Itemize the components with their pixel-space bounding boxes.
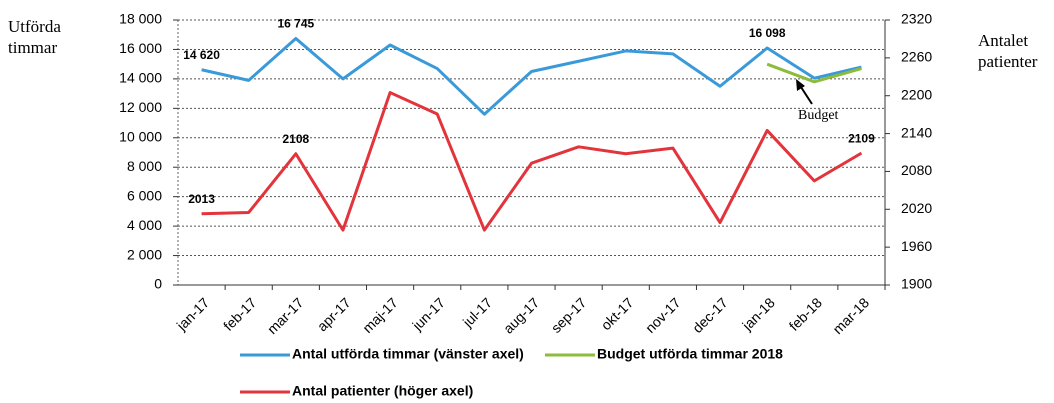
x-tick-label: mar-17 <box>264 294 307 337</box>
x-tick-label: feb-17 <box>220 294 260 334</box>
annotation: Budget <box>798 108 839 123</box>
y2-tick-label: 2020 <box>901 200 932 216</box>
x-tick-label: sep-17 <box>548 294 590 336</box>
data-label: 14 620 <box>183 48 220 62</box>
x-tick-label: apr-17 <box>314 294 354 334</box>
y-tick-label: 18 000 <box>119 11 162 27</box>
x-tick-label: aug-17 <box>500 294 542 336</box>
data-label: 2109 <box>848 131 875 145</box>
y-tick-label: 4 000 <box>127 217 162 233</box>
y-tick-label: 10 000 <box>119 128 162 144</box>
y2-tick-label: 2200 <box>901 86 932 102</box>
data-label: 16 098 <box>749 26 786 40</box>
y2-tick-label: 2080 <box>901 162 932 178</box>
x-tick-label: okt-17 <box>598 294 637 333</box>
y-tick-label: 8 000 <box>127 158 162 174</box>
annotation-arrowhead <box>796 79 805 91</box>
data-label: 16 745 <box>277 17 314 31</box>
legend-label: Budget utförda timmar 2018 <box>597 346 783 362</box>
y2-tick-label: 1960 <box>901 238 932 254</box>
y2-tick-label: 2260 <box>901 49 932 65</box>
y-axis-title: Utförda timmar <box>8 17 61 57</box>
y-tick-label: 16 000 <box>119 40 162 56</box>
y2-tick-label: 2140 <box>901 124 932 140</box>
x-tick-label: jun-17 <box>408 294 448 334</box>
legend-label: Antal utförda timmar (vänster axel) <box>292 346 524 362</box>
series-line <box>766 62 862 84</box>
y-tick-label: 12 000 <box>119 99 162 115</box>
y2-tick-label: 1900 <box>901 276 932 292</box>
x-tick-label: jul-17 <box>459 294 495 330</box>
x-tick-label: dec-17 <box>689 294 731 336</box>
y-tick-label: 0 <box>154 276 162 292</box>
x-tick-label: feb-18 <box>786 294 826 334</box>
x-tick-label: jan-18 <box>738 294 778 334</box>
x-tick-label: mar-18 <box>829 294 872 337</box>
x-tick-label: jan-17 <box>173 294 213 334</box>
data-label: 2013 <box>188 192 215 206</box>
legend-label: Antal patienter (höger axel) <box>292 383 473 399</box>
series-line <box>201 36 862 116</box>
data-label: 2108 <box>282 132 309 146</box>
y2-tick-label: 2320 <box>901 11 932 27</box>
x-tick-label: maj-17 <box>359 294 401 336</box>
y-tick-label: 2 000 <box>127 246 162 262</box>
y-tick-label: 14 000 <box>119 70 162 86</box>
x-tick-label: nov-17 <box>642 294 684 336</box>
y-tick-label: 6 000 <box>127 187 162 203</box>
series-line <box>201 91 863 232</box>
y2-axis-title: Antalet patienter <box>978 31 1038 71</box>
